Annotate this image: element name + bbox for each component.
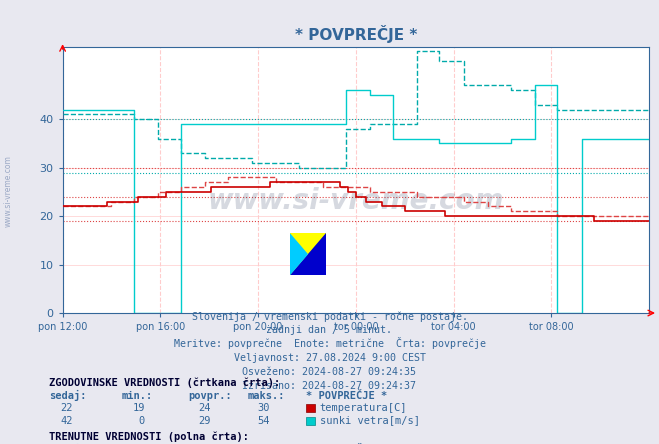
Text: povpr.:: povpr.:	[188, 391, 231, 401]
Text: 19: 19	[132, 403, 145, 413]
Text: 54: 54	[258, 416, 270, 426]
Polygon shape	[290, 233, 326, 275]
Text: min.:: min.:	[122, 391, 153, 401]
Text: Izrisano: 2024-08-27 09:24:37: Izrisano: 2024-08-27 09:24:37	[243, 381, 416, 391]
Text: * POVPREČJE *: * POVPREČJE *	[306, 391, 387, 401]
Text: TRENUTNE VREDNOSTI (polna črta):: TRENUTNE VREDNOSTI (polna črta):	[49, 432, 249, 443]
Text: temperatura[C]: temperatura[C]	[320, 403, 407, 413]
Text: www.si-vreme.com: www.si-vreme.com	[3, 155, 13, 227]
Text: sedaj:: sedaj:	[49, 390, 87, 401]
Text: Osveženo: 2024-08-27 09:24:35: Osveženo: 2024-08-27 09:24:35	[243, 367, 416, 377]
Text: Slovenija / vremenski podatki - ročne postaje.: Slovenija / vremenski podatki - ročne po…	[192, 311, 467, 322]
Text: 24: 24	[198, 403, 211, 413]
Text: sunki vetra[m/s]: sunki vetra[m/s]	[320, 416, 420, 426]
Text: 22: 22	[60, 403, 72, 413]
Text: 42: 42	[60, 416, 72, 426]
Text: 29: 29	[198, 416, 211, 426]
Text: 0: 0	[139, 416, 145, 426]
Text: Meritve: povprečne  Enote: metrične  Črta: povprečje: Meritve: povprečne Enote: metrične Črta:…	[173, 337, 486, 349]
Text: zadnji dan / 5 minut.: zadnji dan / 5 minut.	[266, 325, 393, 336]
Polygon shape	[290, 233, 326, 275]
Text: 30: 30	[258, 403, 270, 413]
Title: * POVPREČJE *: * POVPREČJE *	[295, 25, 417, 43]
Text: www.si-vreme.com: www.si-vreme.com	[208, 187, 504, 215]
Text: Veljavnost: 27.08.2024 9:00 CEST: Veljavnost: 27.08.2024 9:00 CEST	[233, 353, 426, 363]
Text: ZGODOVINSKE VREDNOSTI (črtkana črta):: ZGODOVINSKE VREDNOSTI (črtkana črta):	[49, 378, 281, 388]
Text: maks.:: maks.:	[247, 391, 285, 401]
Polygon shape	[290, 233, 308, 275]
